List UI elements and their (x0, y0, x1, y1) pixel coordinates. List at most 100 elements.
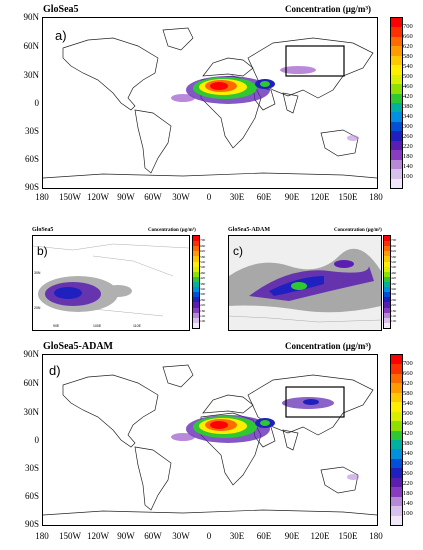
colorbar-label: 300 (391, 292, 397, 297)
panel-a-letter: a) (55, 28, 67, 43)
colorbar-swatch (193, 302, 199, 309)
colorbar-label: 380 (403, 103, 413, 111)
colorbar-swatch (384, 271, 390, 278)
colorbar-label: 100 (403, 173, 413, 181)
colorbar-swatch (391, 150, 402, 161)
colorbar-label: 380 (391, 281, 397, 286)
panel-d-letter: d) (49, 363, 61, 378)
colorbar-swatch (384, 246, 390, 252)
colorbar-swatch (391, 496, 402, 507)
colorbar-swatch (193, 307, 199, 314)
colorbar-label: 620 (403, 43, 413, 51)
colorbar-swatch (193, 282, 199, 288)
colorbar-label: 460 (403, 83, 413, 91)
lat-tick: 60S (24, 491, 39, 501)
colorbar-label: 180 (391, 308, 397, 313)
lat-tick: 90N (23, 349, 40, 359)
colorbar-swatch (384, 287, 390, 293)
colorbar-label: 380 (403, 440, 413, 448)
colorbar-swatch (193, 266, 199, 273)
colorbar-swatch (193, 251, 199, 257)
lon-tick: 30W (172, 192, 190, 202)
colorbar-swatch (384, 256, 390, 263)
colorbar-swatch (384, 297, 390, 303)
colorbar-swatch (391, 449, 402, 460)
colorbar-label: 140 (391, 314, 397, 319)
colorbar-swatch (391, 131, 402, 142)
panel-c-colorbar (383, 235, 391, 329)
colorbar-label: 300 (200, 292, 206, 297)
lon-tick: 120E (310, 531, 330, 541)
colorbar-label: 660 (403, 370, 413, 378)
lon-tick: 60E (256, 531, 272, 541)
colorbar-label: 500 (403, 73, 413, 81)
colorbar-swatch (391, 178, 402, 189)
colorbar-label: 700 (200, 238, 206, 243)
panel-b-regional-map (33, 243, 189, 317)
colorbar-label: 500 (403, 410, 413, 418)
lat-tick: 30S (24, 126, 39, 136)
lat-tick: 60N (23, 378, 40, 388)
colorbar-label: 180 (200, 308, 206, 313)
colorbar-label: 660 (391, 243, 397, 248)
lat-tick: 30N (23, 407, 40, 417)
panel-b-map: b) 30N 20N 90E 100E 110E (32, 235, 190, 331)
colorbar-label: 140 (403, 500, 413, 508)
panel-a-colorbar (390, 17, 403, 189)
colorbar-swatch (391, 373, 402, 384)
panel-b-letter: b) (37, 244, 48, 258)
colorbar-label: 460 (403, 420, 413, 428)
lon-tick: 120E (310, 192, 330, 202)
colorbar-swatch (391, 169, 402, 180)
colorbar-swatch (193, 292, 199, 298)
colorbar-label: 420 (403, 93, 413, 101)
panel-a-concentration-label: Concentration (μg/m³) (285, 4, 372, 14)
colorbar-label: 420 (391, 276, 397, 281)
lon-tick: 60E (256, 192, 272, 202)
colorbar-label: 140 (403, 163, 413, 171)
lat-tick: 90S (24, 182, 39, 192)
colorbar-swatch (391, 430, 402, 441)
lon-tick: 180 (369, 531, 383, 541)
colorbar-label: 540 (391, 259, 397, 264)
colorbar-swatch (193, 236, 199, 242)
colorbar-label: 180 (403, 490, 413, 498)
lat-tick: 30N (23, 70, 40, 80)
colorbar-swatch (384, 317, 390, 324)
colorbar-swatch (384, 282, 390, 288)
colorbar-swatch (193, 317, 199, 324)
panel-a-dust-plume (171, 66, 359, 141)
colorbar-label: 260 (391, 297, 397, 302)
lon-tick: 150E (338, 192, 358, 202)
lon-tick: 30W (172, 531, 190, 541)
panel-d-world-map (43, 364, 377, 516)
colorbar-label: 460 (391, 270, 397, 275)
colorbar-label: 540 (403, 400, 413, 408)
panel-b-lon-label: 110E (133, 324, 141, 328)
colorbar-label: 220 (200, 303, 206, 308)
panel-b-concentration-label: Concentration (μg/m³) (148, 228, 196, 233)
colorbar-swatch (391, 121, 402, 132)
colorbar-label: 580 (391, 254, 397, 259)
panel-d-concentration-label: Concentration (μg/m³) (285, 341, 372, 351)
panel-c-regional-map (229, 236, 381, 330)
colorbar-swatch (391, 487, 402, 498)
panel-a-region-box (285, 45, 345, 77)
colorbar-swatch (391, 159, 402, 170)
colorbar-swatch (384, 276, 390, 283)
colorbar-label: 500 (200, 265, 206, 270)
colorbar-swatch (193, 246, 199, 252)
colorbar-swatch (391, 402, 402, 413)
panel-c-map: c) (228, 235, 382, 331)
colorbar-swatch (391, 458, 402, 469)
colorbar-label: 180 (403, 153, 413, 161)
colorbar-swatch (384, 236, 390, 242)
colorbar-label: 300 (403, 123, 413, 131)
colorbar-label: 100 (200, 319, 206, 324)
colorbar-swatch (384, 292, 390, 298)
panel-a-title: GloSea5 (43, 4, 79, 15)
colorbar-swatch (384, 266, 390, 273)
colorbar-label: 420 (200, 276, 206, 281)
panel-d-colorbar (390, 354, 403, 526)
panel-d-map: d) (42, 354, 378, 526)
